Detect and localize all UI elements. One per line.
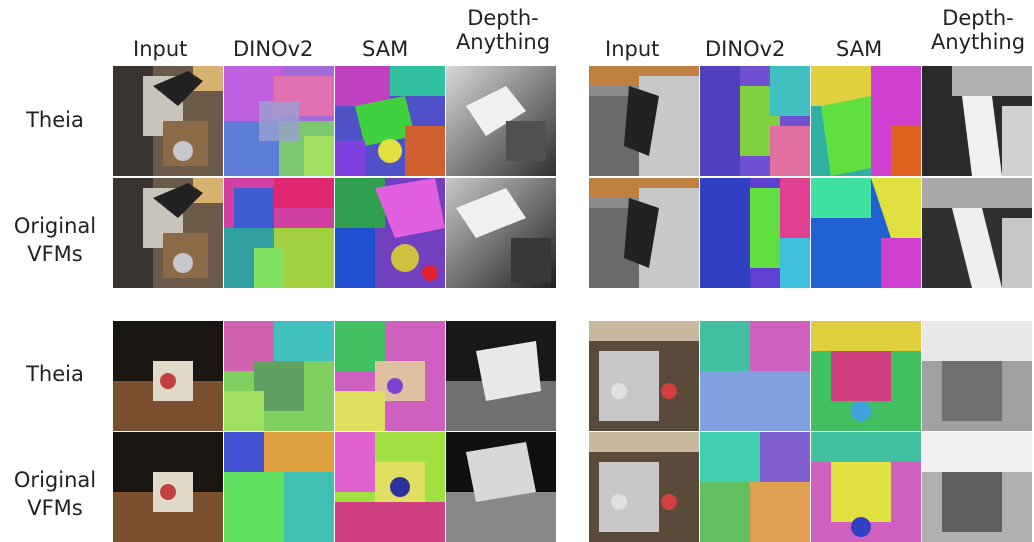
row-label-original-bottom: Original VFMs [13, 468, 97, 520]
header-dinov2-left: DINOv2 [233, 37, 314, 61]
image-input-table-original [113, 432, 223, 542]
image-sam-kitchen-theia [335, 66, 445, 176]
image-sam-table-theia [335, 321, 445, 431]
image-depth-kitchen-original [446, 178, 556, 288]
image-sam-door-theia [811, 66, 921, 176]
header-dinov2-right: DINOv2 [705, 37, 786, 61]
image-dinov2-table-original [224, 432, 334, 542]
image-depth-shelf-original [922, 432, 1032, 542]
image-input-kitchen-theia [113, 66, 223, 176]
image-input-table-theia [113, 321, 223, 431]
header-depth-right: Depth- Anything [930, 6, 1026, 54]
image-sam-kitchen-original [335, 178, 445, 288]
image-depth-shelf-theia [922, 321, 1032, 431]
image-depth-door-theia [922, 66, 1032, 176]
image-sam-shelf-original [811, 432, 921, 542]
image-input-door-original [589, 178, 699, 288]
image-dinov2-door-theia [700, 66, 810, 176]
image-depth-table-theia [446, 321, 556, 431]
row-label-original-top: Original VFMs [13, 214, 97, 266]
header-depth-left: Depth- Anything [455, 6, 551, 54]
image-depth-door-original [922, 178, 1032, 288]
image-sam-shelf-theia [811, 321, 921, 431]
image-input-shelf-theia [589, 321, 699, 431]
row-label-theia-bottom: Theia [26, 362, 84, 386]
header-sam-left: SAM [362, 37, 409, 61]
image-dinov2-shelf-theia [700, 321, 810, 431]
image-input-kitchen-original [113, 178, 223, 288]
image-dinov2-kitchen-original [224, 178, 334, 288]
row-label-theia-top: Theia [26, 108, 84, 132]
image-dinov2-kitchen-theia [224, 66, 334, 176]
image-dinov2-door-original [700, 178, 810, 288]
header-input-right: Input [605, 37, 660, 61]
image-dinov2-shelf-original [700, 432, 810, 542]
header-sam-right: SAM [836, 37, 883, 61]
image-sam-door-original [811, 178, 921, 288]
image-sam-table-original [335, 432, 445, 542]
image-dinov2-table-theia [224, 321, 334, 431]
image-input-shelf-original [589, 432, 699, 542]
header-input-left: Input [133, 37, 188, 61]
image-input-door-theia [589, 66, 699, 176]
image-depth-table-original [446, 432, 556, 542]
image-depth-kitchen-theia [446, 66, 556, 176]
